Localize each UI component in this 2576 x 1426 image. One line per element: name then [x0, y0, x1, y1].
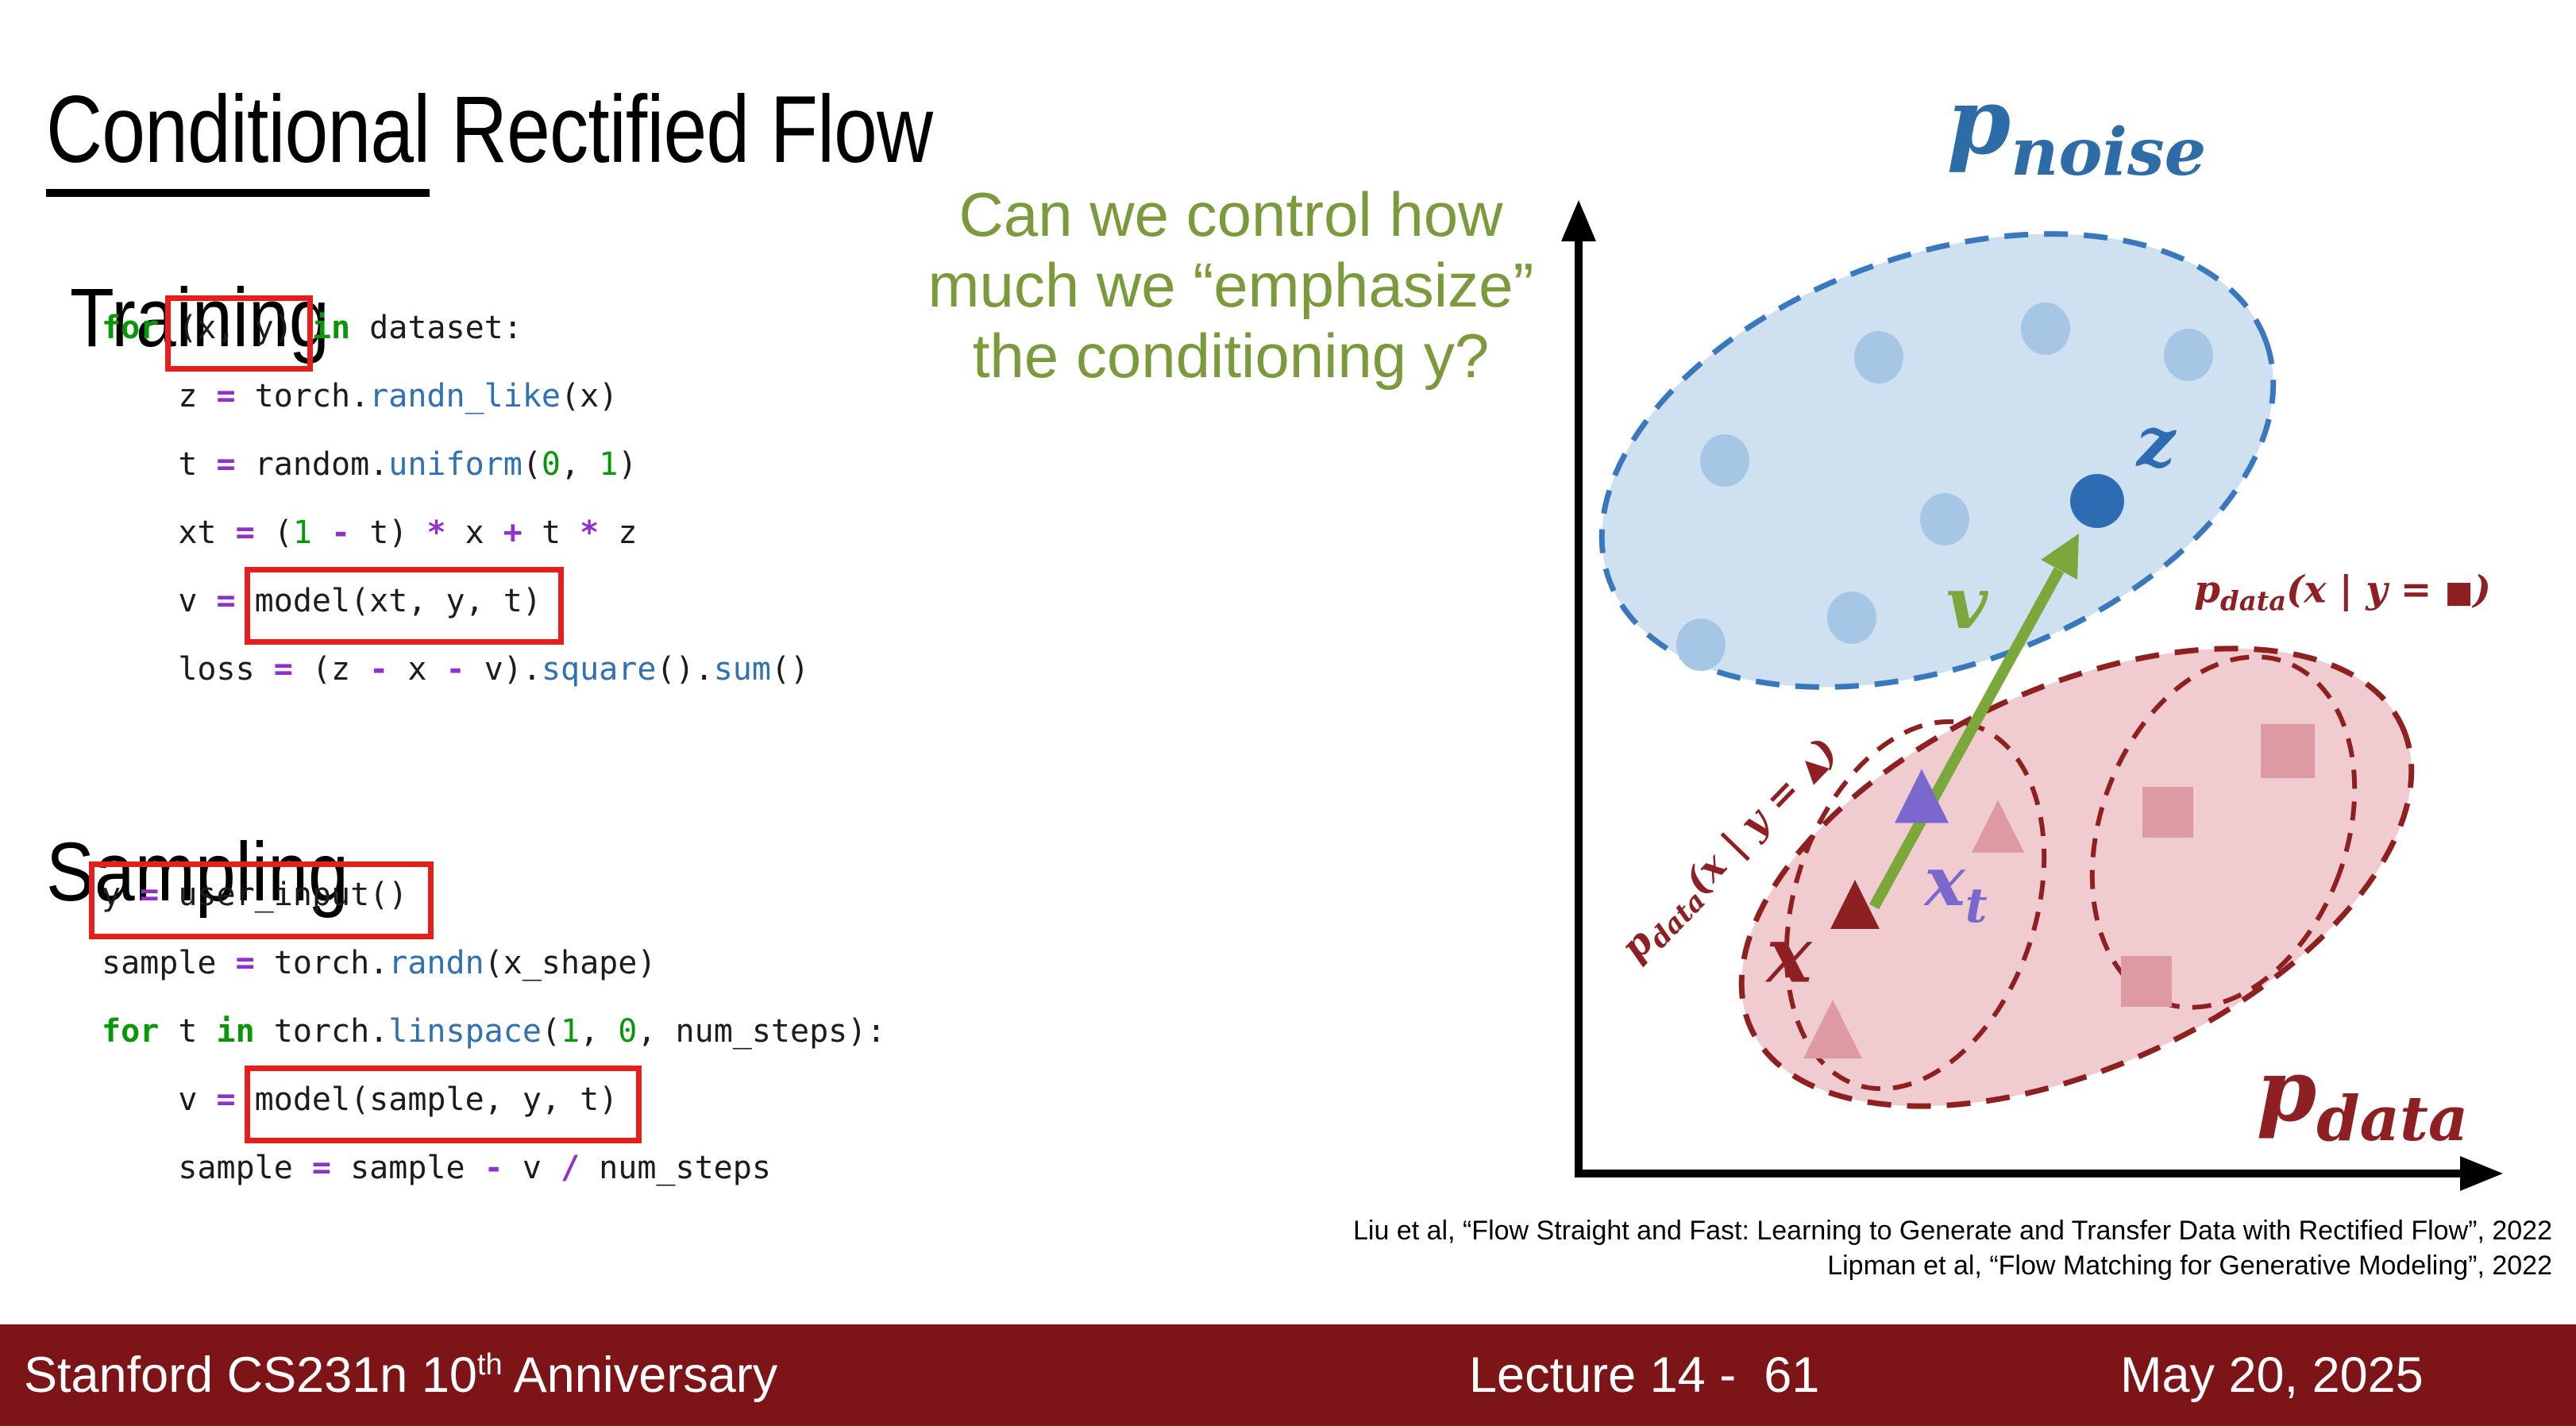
noise-dot	[1827, 592, 1876, 644]
highlight-box-train-model	[245, 567, 564, 645]
noise-dot	[2164, 329, 2213, 381]
noise-dot	[2021, 303, 2070, 355]
code-line: z = torch.randn_like(x)	[102, 378, 619, 414]
code-line: for (x, y) in dataset:	[102, 310, 523, 346]
question-line-1: Can we control how	[958, 179, 1503, 249]
title-rest: Rectified Flow	[430, 76, 933, 183]
v-label: v	[1945, 561, 1988, 646]
data-square-marker	[2261, 724, 2315, 778]
citation-line-2: Lipman et al, “Flow Matching for Generat…	[1827, 1251, 2552, 1281]
xt-label: xt	[1924, 841, 1988, 935]
question-line-2: much we “emphasize”	[927, 250, 1534, 320]
training-code-block: for (x, y) in dataset: z = torch.randn_l…	[102, 294, 809, 703]
footer-date: May 20, 2025	[2120, 1347, 2424, 1403]
xt-subscript: t	[1965, 877, 1988, 935]
p-noise-label: pnoise	[1946, 67, 2207, 191]
x-axis-arrowhead-icon	[2460, 1156, 2503, 1191]
p-data-given-square-label: pdata(x | y = ■)	[2194, 568, 2491, 617]
question-line-3: the conditioning y?	[972, 321, 1490, 391]
code-line: v = model(xt, y, t)	[102, 583, 542, 619]
code-line: sample = torch.randn(x_shape)	[102, 945, 657, 981]
training-heading: Training	[70, 272, 330, 365]
diagram-markers	[1676, 303, 2315, 1059]
noise-dot	[1854, 331, 1903, 383]
noise-dot	[1920, 493, 1969, 545]
velocity-arrow-shaft	[1868, 567, 2065, 910]
data-sample-x-triangle	[1830, 880, 1880, 930]
citations: Liu et al, “Flow Straight and Fast: Lear…	[1353, 1213, 2552, 1283]
p-data-subscript: data	[2316, 1083, 2469, 1156]
p-noise-subscript: noise	[2011, 113, 2207, 191]
data-square-marker	[2142, 787, 2193, 838]
data-square-marker	[2121, 956, 2172, 1007]
xt-interpolant-triangle	[1895, 769, 1949, 823]
code-line: xt = (1 - t) * x + t * z	[102, 515, 638, 551]
code-line: sample = sample - v / num_steps	[102, 1150, 771, 1186]
highlight-box-sample-model	[245, 1066, 642, 1143]
footer-bar: Stanford CS231n 10th Anniversary Lecture…	[0, 1324, 2576, 1426]
square-marker-icon: ■	[2444, 574, 2474, 610]
noise-dot	[1700, 434, 1749, 487]
y-axis-arrowhead-icon	[1561, 200, 1596, 241]
title-underlined-word: Conditional	[46, 76, 430, 198]
page-title: Conditional Rectified Flow	[46, 75, 933, 198]
highlight-box-train-xy	[165, 295, 313, 372]
p-data-label: pdata	[2256, 1040, 2469, 1156]
code-line: loss = (z - x - v).square().sum()	[102, 651, 810, 688]
noise-sample-z-dot	[2070, 474, 2124, 528]
x-label: x	[1766, 910, 1812, 1000]
data-triangle-marker	[1803, 1000, 1862, 1059]
velocity-arrowhead-icon	[2041, 534, 2079, 580]
z-label: z	[2136, 402, 2176, 483]
code-line: y = user_input()	[102, 877, 408, 913]
footer-course-title: Stanford CS231n 10th Anniversary	[24, 1347, 778, 1403]
code-line: v = model(sample, y, t)	[102, 1081, 619, 1118]
code-line: t = random.uniform(0, 1)	[102, 446, 638, 483]
footer-lecture-number: Lecture 14 - 61	[1469, 1347, 1820, 1403]
highlight-box-sample-y	[89, 861, 434, 939]
sampling-code-block: y = user_input()sample = torch.randn(x_s…	[102, 861, 885, 1202]
footer-course-superscript: th	[476, 1348, 503, 1382]
data-distribution-ellipse	[1738, 646, 2415, 1109]
data-triangle-marker	[1972, 800, 2024, 853]
citation-line-1: Liu et al, “Flow Straight and Fast: Lear…	[1353, 1216, 2552, 1246]
sampling-heading: Sampling	[46, 826, 349, 919]
code-line: for t in torch.linspace(1, 0, num_steps)…	[102, 1013, 886, 1050]
question-text: Can we control how much we “emphasize” t…	[870, 179, 1592, 391]
noise-dot	[1676, 619, 1726, 671]
